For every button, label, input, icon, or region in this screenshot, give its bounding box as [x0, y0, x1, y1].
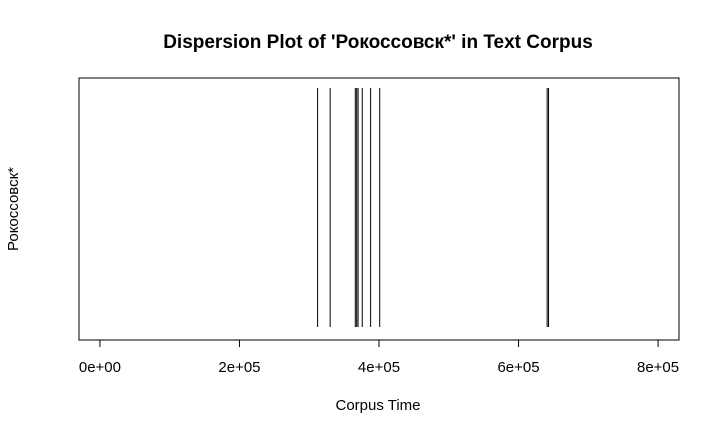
- plot-area-frame: [78, 77, 680, 341]
- x-tick-label-1: 2e+05: [218, 359, 260, 376]
- x-tick-label-2: 4e+05: [358, 359, 400, 376]
- dispersion-marks: [317, 88, 550, 327]
- chart-title: Dispersion Plot of 'Рокоссовск*' in Text…: [163, 32, 593, 53]
- x-axis-label: Corpus Time: [335, 397, 420, 414]
- x-tick-label-4: 8e+05: [637, 359, 679, 376]
- x-axis-ticks: 0e+00 2e+05 4e+05 6e+05 8e+05: [79, 340, 679, 376]
- x-tick-label-3: 6e+05: [497, 359, 539, 376]
- x-tick-label-0: 0e+00: [79, 359, 121, 376]
- y-axis-label: Рокоссовск*: [5, 167, 22, 251]
